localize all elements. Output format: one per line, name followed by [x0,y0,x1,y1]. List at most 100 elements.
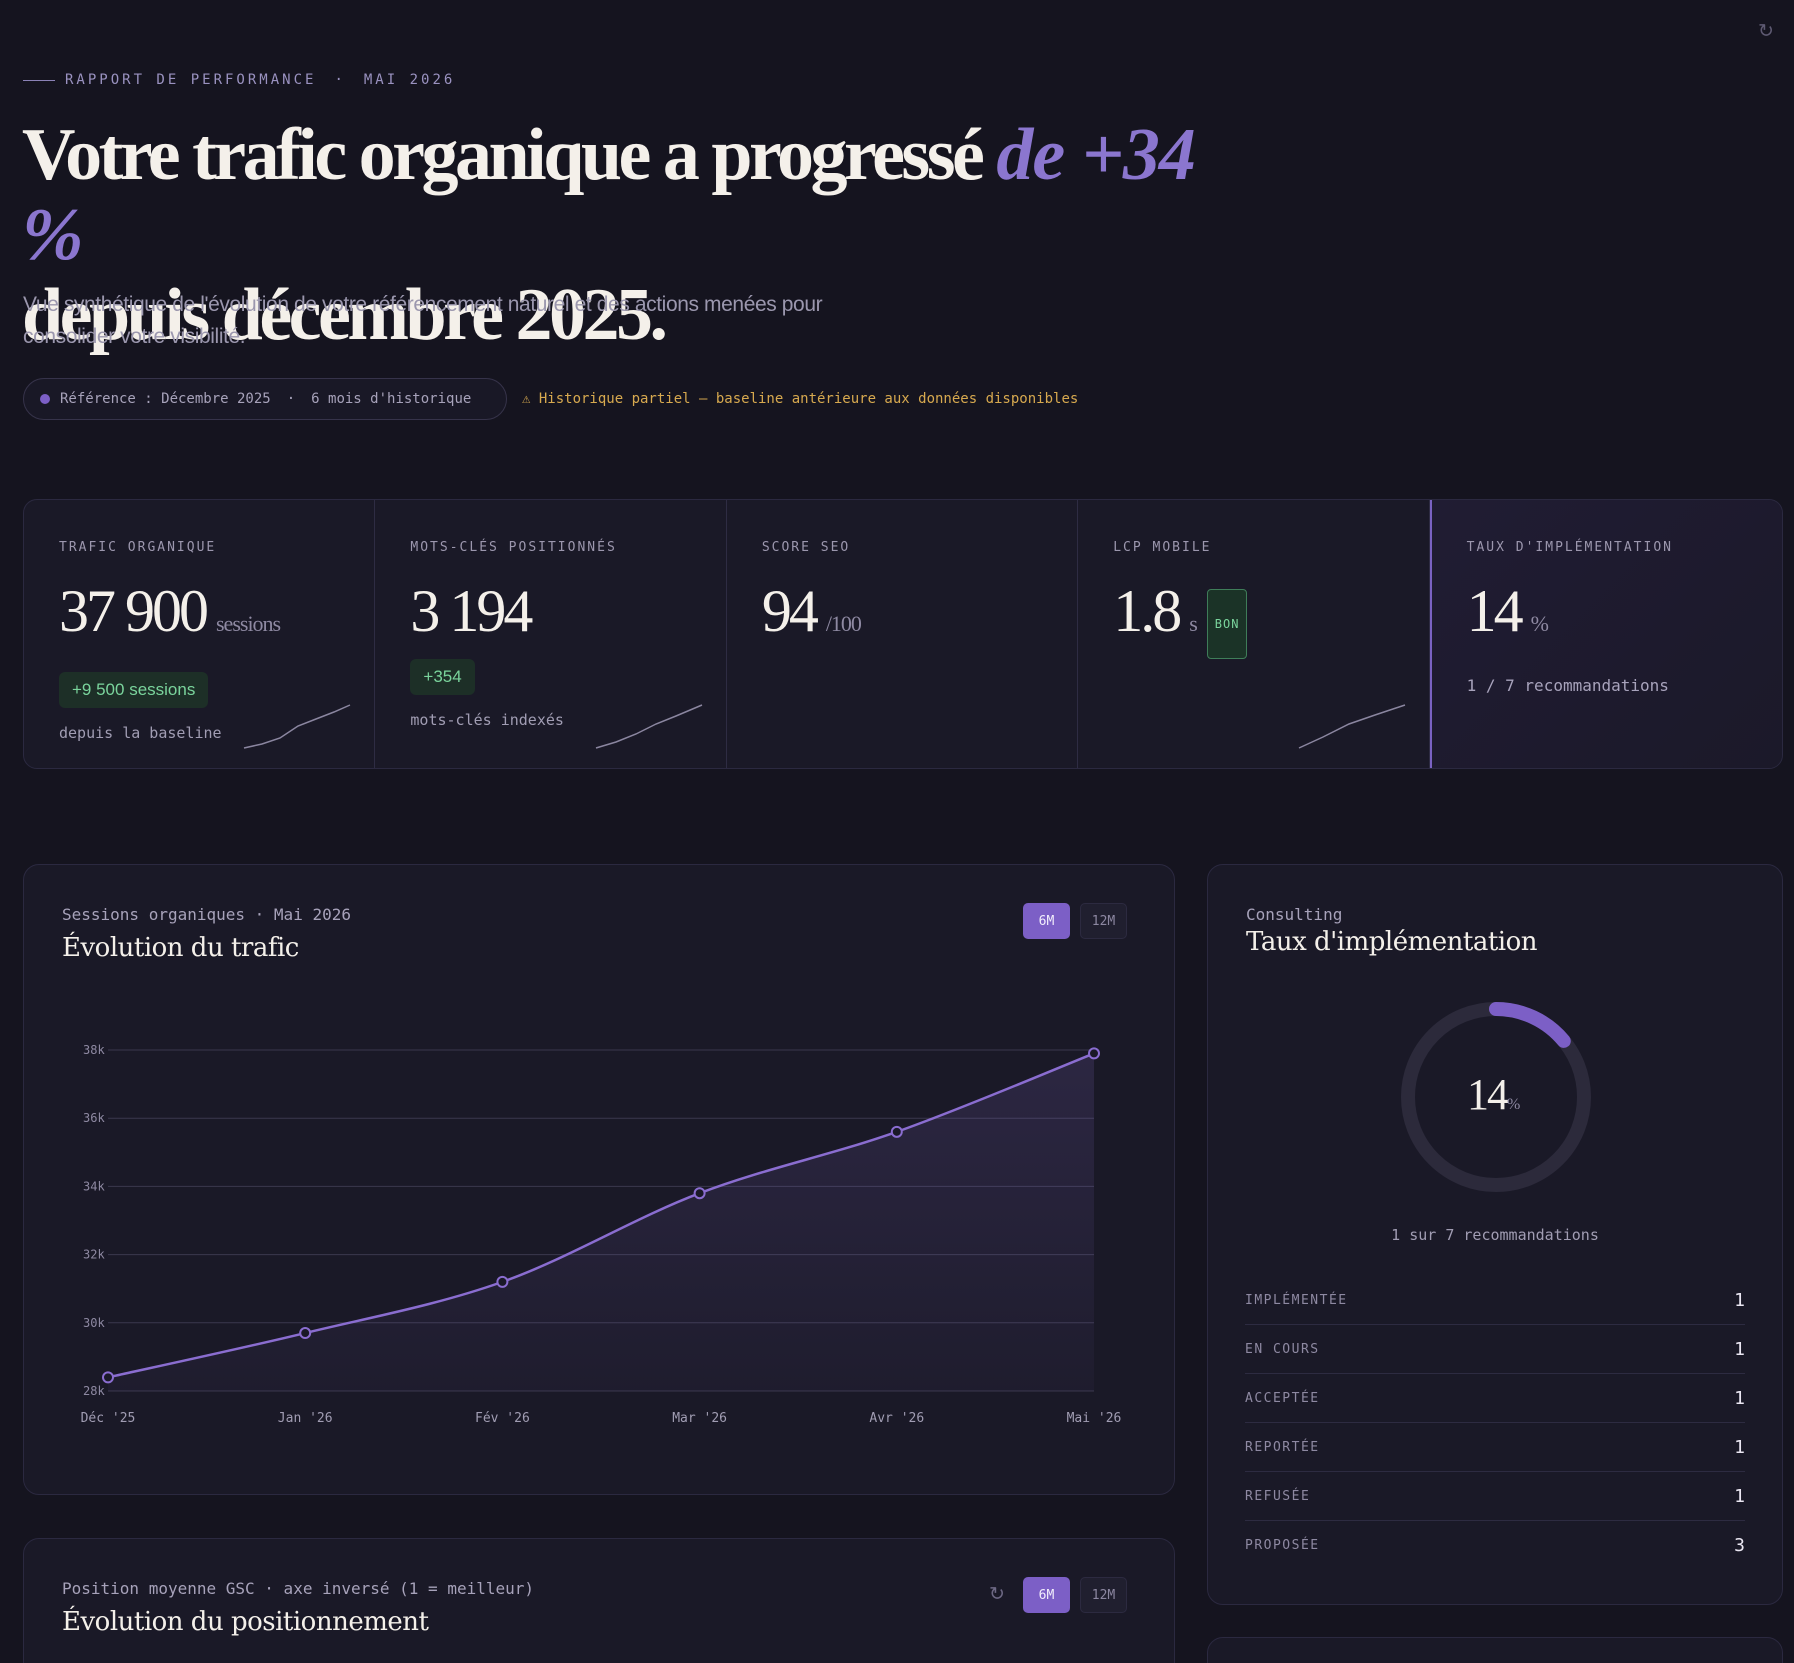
status-count: 1 [1734,1436,1745,1458]
status-row: IMPLÉMENTÉE 1 [1245,1276,1745,1325]
kpi-value: 14% [1467,579,1746,656]
x-tick-label: Mar '26 [672,1411,727,1426]
range-12m-button[interactable]: 12M [1080,903,1127,939]
data-point [1088,1047,1100,1060]
donut-number: 14 [1467,1070,1509,1119]
card-title: Évolution du positionnement [62,1607,429,1637]
headline-main: Votre trafic organique a progressé [22,114,997,196]
range-toggle: 6M 12M [1023,903,1127,939]
kpi-label: SCORE SEO [761,540,851,555]
kicker-line [23,79,55,81]
x-tick-label: Jan '26 [278,1411,333,1426]
headline-accent: de +34 % [22,114,1196,276]
status-label: PROPOSÉE [1245,1538,1320,1553]
refresh-icon[interactable]: ↻ [989,1584,1005,1605]
kicker-period: MAI 2026 [363,72,456,88]
traffic-line-chart: 28k 30k 32k 34k 36k 38k Déc '25 Jan '26 Fév '26 M… [81,1043,1122,1426]
kpi-note: mots-clés indexés [410,711,564,729]
x-tick-label: Avr '26 [869,1411,924,1426]
area-fill [108,1053,1094,1391]
kpi-strip: TRAFIC ORGANIQUE 37 900 sessions +9 500 s… [23,499,1783,769]
implementation-donut [1401,1002,1591,1192]
page-subtitle: Vue synthétique de l'évolution de votre … [23,293,823,348]
range-6m-button[interactable]: 6M [1023,903,1070,939]
kpi-delta-badge: +9 500 sessions [59,672,209,708]
y-tick-label: 28k [83,1384,105,1398]
data-point [496,1275,509,1288]
kpi-label: TAUX D'IMPLÉMENTATION [1466,540,1673,555]
status-count: 1 [1734,1387,1745,1409]
kpi-value: 3 194 [410,579,689,643]
data-point [102,1371,114,1384]
refresh-icon[interactable]: ↻ [1758,21,1774,42]
range-12m-button[interactable]: 12M [1080,1577,1127,1613]
kpi-value: 94/100 [762,579,1041,656]
kpi-keywords: MOTS-CLÉS POSITIONNÉS 3 194 +354 mots-cl… [375,500,727,768]
card-eyebrow: Sessions organiques · Mai 2026 [62,905,351,924]
kpi-lcp-mobile: LCP MOBILE 1.8 s BON [1078,500,1430,768]
data-point [299,1327,312,1340]
sparkline [595,704,703,749]
status-count: 1 [1734,1485,1745,1507]
kpi-unit: /100 [825,611,862,636]
implementation-card: Consulting Taux d'implémentation [1207,864,1783,1605]
kpi-number: 1.8 [1113,578,1182,644]
donut-value: 14% [1467,1069,1520,1120]
donut-unit: % [1507,1096,1521,1113]
status-count: 1 [1734,1338,1745,1360]
kpi-label: LCP MOBILE [1113,540,1212,555]
kpi-unit: s [1189,611,1198,636]
reference-dot-icon [40,394,50,404]
card-title: Évolution du trafic [62,933,299,963]
y-tick-label: 36k [83,1111,105,1125]
donut-progress-arc [1489,1002,1571,1048]
status-count: 1 [1734,1289,1745,1311]
kpi-note: depuis la baseline [59,724,222,742]
kicker-separator: · [334,72,346,88]
reference-label: Référence : Décembre 2025 [60,391,271,407]
card-eyebrow: Consulting [1246,905,1343,924]
kpi-label: TRAFIC ORGANIQUE [59,540,217,555]
y-tick-label: 30k [83,1316,105,1330]
status-list: IMPLÉMENTÉE 1 EN COURS 1 ACCEPTÉE 1 REPORTÉ… [1245,1276,1745,1570]
card-title: Taux d'implémentation [1246,927,1538,957]
x-tick-label: Mai '26 [1067,1411,1122,1426]
status-row: PROPOSÉE 3 [1245,1521,1745,1570]
kpi-seo-score: SCORE SEO 94/100 [727,500,1079,768]
y-tick-label: 34k [83,1179,105,1193]
data-point [890,1125,903,1138]
kpi-organic-traffic: TRAFIC ORGANIQUE 37 900 sessions +9 500 s… [24,500,376,768]
status-label: IMPLÉMENTÉE [1245,1292,1348,1308]
sparkline [1298,704,1405,749]
sparkline [244,704,351,749]
traffic-card: Sessions organiques · Mai 2026 Évolution… [23,864,1175,1495]
reference-pill: Référence : Décembre 2025 · 6 mois d'his… [23,378,507,420]
headline-end: depuis décembre 2025. [22,274,668,356]
range-toggle: 6M 12M [1023,1577,1127,1613]
kpi-unit: % [1530,611,1549,636]
card-eyebrow: Position moyenne GSC · axe inversé (1 = … [62,1579,535,1598]
kpi-delta-badge: +354 [410,659,475,695]
y-tick-label: 38k [83,1043,105,1057]
status-label: ACCEPTÉE [1245,1390,1320,1406]
status-row: EN COURS 1 [1245,1325,1745,1374]
kpi-number: 3 194 [410,578,533,644]
kpi-note: 1 / 7 recommandations [1466,676,1669,695]
kpi-implementation-rate: TAUX D'IMPLÉMENTATION 14% 1 / 7 recomman… [1429,500,1782,768]
status-count: 3 [1734,1535,1745,1556]
kpi-number: 14 [1466,578,1524,644]
status-row: REPORTÉE 1 [1245,1423,1745,1472]
position-card: Position moyenne GSC · axe inversé (1 = … [23,1538,1175,1663]
kpi-value: 37 900 sessions [59,579,338,656]
series-line [107,1052,1095,1379]
range-6m-button[interactable]: 6M [1023,1577,1070,1613]
reference-separator: · [286,391,296,407]
kpi-number: 94 [761,578,819,644]
report-kicker: RAPPORT DE PERFORMANCE · MAI 2026 [23,72,455,88]
status-row: ACCEPTÉE 1 [1245,1374,1745,1423]
data-point [693,1187,706,1200]
secondary-card [1207,1637,1783,1663]
status-label: REFUSÉE [1245,1488,1311,1504]
status-row: REFUSÉE 1 [1245,1472,1745,1521]
x-tick-label: Déc '25 [81,1411,136,1426]
